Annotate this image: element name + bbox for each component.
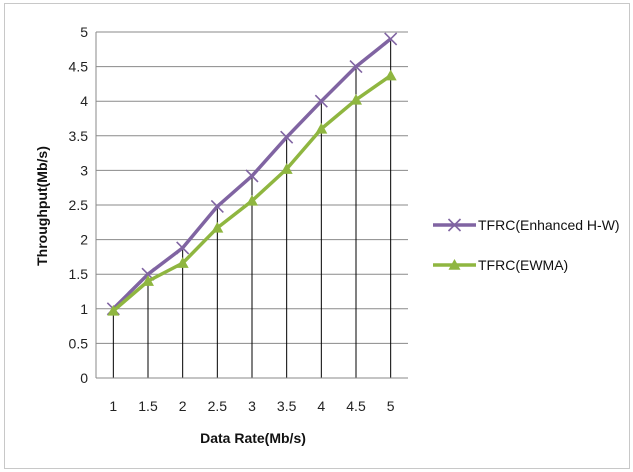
y-tick-label: 0: [80, 370, 88, 386]
marker-x-stroke: [314, 94, 328, 108]
data-point: [245, 169, 259, 183]
tick-labels: 0 0.5 1 1.5 2 2.5 3 3.5 4 4.5 5 1 1.5 2 2.5 3 3.5 4 4.5 5: [69, 24, 395, 414]
drop-lines: [112, 38, 392, 378]
chart-area: [4, 3, 630, 469]
marker-x-stroke: [280, 130, 294, 144]
x-tick-label: 4.5: [346, 398, 366, 414]
x-tick-label: 1: [109, 398, 117, 414]
data-point: [246, 194, 258, 206]
legend: TFRC(Enhanced H-W) TFRC(EWMA): [433, 217, 620, 273]
marker-x-stroke: [141, 267, 155, 281]
legend-marker: [447, 218, 462, 232]
x-tick-label: 3.5: [277, 398, 297, 414]
marker-x-stroke: [447, 218, 462, 232]
data-point: [107, 304, 120, 316]
y-tick-label: 0.5: [69, 335, 89, 351]
y-tick-label: 3.5: [69, 128, 89, 144]
legend-label-2: TFRC(EWMA): [478, 257, 568, 273]
x-tick-label: 4: [317, 398, 325, 414]
data-point: [350, 93, 362, 105]
marker-x-stroke: [384, 32, 398, 46]
x-tick-label: 5: [387, 398, 395, 414]
y-tick-label: 2: [80, 232, 88, 248]
axes: [95, 32, 408, 379]
data-point: [211, 221, 224, 233]
data-point: [384, 32, 398, 46]
x-tick-label: 2.5: [208, 398, 228, 414]
marker-x-stroke: [176, 241, 190, 255]
x-axis-title: Data Rate(Mb/s): [200, 430, 306, 446]
data-point: [384, 69, 397, 81]
x-tick-label: 3: [248, 398, 256, 414]
marker-x-stroke: [245, 169, 259, 183]
series-lines: [106, 32, 398, 316]
marker-x-stroke: [210, 199, 224, 213]
x-tick-label: 1.5: [138, 398, 158, 414]
data-point: [315, 122, 328, 134]
x-tick-label: 2: [179, 398, 187, 414]
data-point: [210, 199, 224, 213]
data-point: [142, 275, 154, 286]
legend-marker: [448, 259, 461, 270]
data-point: [280, 130, 294, 144]
y-tick-label: 1.5: [69, 266, 89, 282]
y-tick-label: 2.5: [69, 197, 89, 213]
y-tick-label: 4: [80, 93, 88, 109]
data-point: [280, 163, 293, 174]
y-axis-title: Throughput(Mb/s): [34, 146, 50, 266]
data-point: [176, 241, 190, 255]
y-tick-label: 4.5: [69, 59, 89, 75]
data-point: [349, 60, 363, 74]
legend-label-1: TFRC(Enhanced H-W): [478, 217, 620, 233]
y-tick-label: 1: [80, 301, 88, 317]
data-point: [176, 257, 189, 268]
y-tick-label: 5: [80, 24, 88, 40]
y-tick-label: 3: [80, 162, 88, 178]
data-point: [314, 94, 328, 108]
marker-x-stroke: [349, 60, 363, 74]
